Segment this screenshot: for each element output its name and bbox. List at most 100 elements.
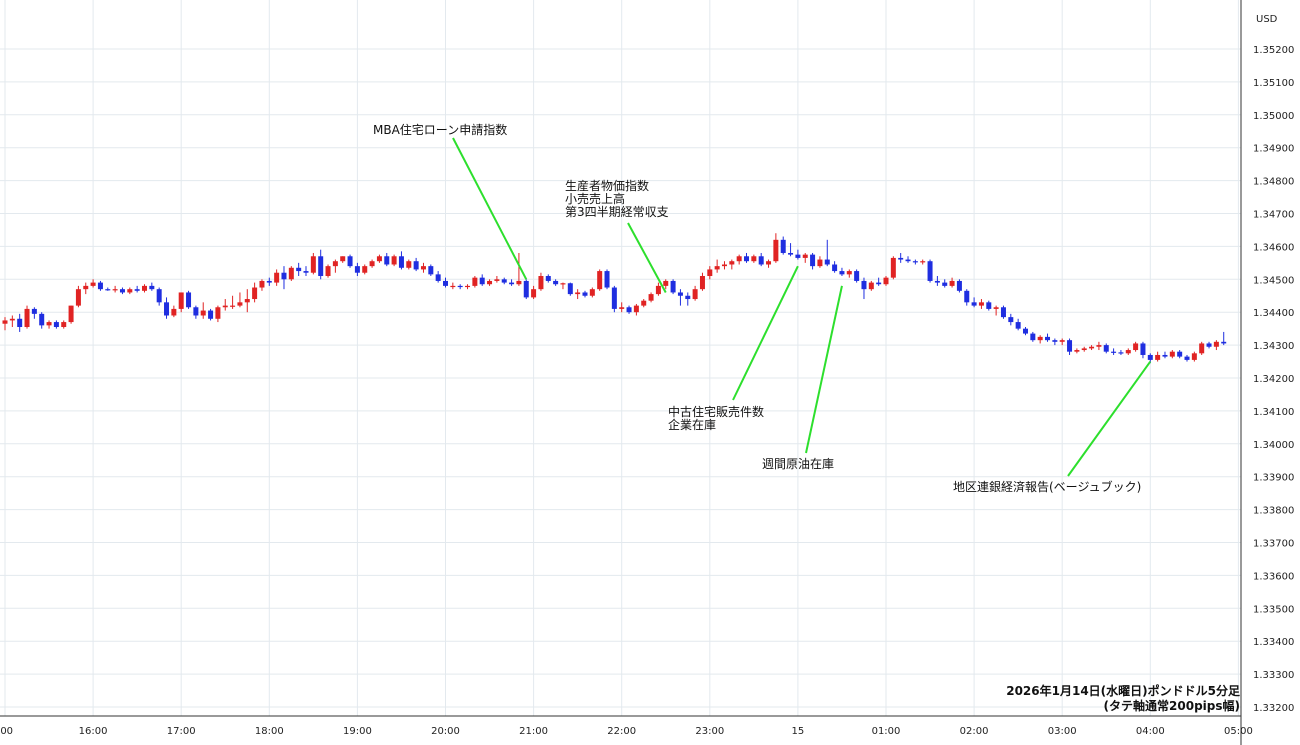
candle-body <box>567 283 573 295</box>
candle <box>685 292 691 306</box>
candle <box>347 254 353 268</box>
candle-body <box>575 292 581 295</box>
candle <box>890 256 896 280</box>
candle-body <box>200 310 206 316</box>
candle-body <box>655 285 661 295</box>
candle-body <box>685 295 691 300</box>
candle <box>1206 341 1212 349</box>
candle-body <box>428 266 434 275</box>
x-tick-label: 20:00 <box>431 726 460 737</box>
candle <box>1184 354 1190 362</box>
candle-body <box>1096 345 1102 347</box>
candle-body <box>641 300 647 306</box>
candle-body <box>105 289 111 291</box>
candle <box>398 251 404 270</box>
candle-body <box>626 307 632 313</box>
candle-body <box>1111 351 1117 353</box>
candle-body <box>465 285 471 288</box>
candle <box>171 305 177 318</box>
candle-body <box>633 305 639 313</box>
candle-body <box>978 302 984 306</box>
candle <box>362 264 368 275</box>
candle <box>369 259 375 268</box>
candle-body <box>31 308 37 314</box>
candle <box>420 262 426 273</box>
x-tick-label: 02:00 <box>960 726 989 737</box>
candle <box>494 276 500 283</box>
candle-body <box>9 318 15 321</box>
candle <box>626 305 632 314</box>
candle-body <box>714 266 720 270</box>
candle-body <box>788 252 794 255</box>
candle <box>611 285 617 313</box>
candle <box>465 284 471 290</box>
candle-body <box>193 307 199 316</box>
y-tick-label: 1.33500 <box>1253 604 1294 615</box>
candle <box>663 279 669 290</box>
candle <box>1045 333 1051 342</box>
annotation-label: 企業在庫 <box>668 417 716 432</box>
candle <box>509 279 515 286</box>
candle <box>1074 348 1080 354</box>
candle-body <box>531 289 537 298</box>
candle <box>1155 351 1161 362</box>
candle-body <box>443 280 448 286</box>
candle <box>149 282 155 291</box>
y-tick-label: 1.34900 <box>1253 144 1294 155</box>
y-tick-label: 1.34500 <box>1253 275 1294 286</box>
candle <box>178 292 184 313</box>
candle-body <box>141 285 147 291</box>
candle-body <box>597 271 603 290</box>
candle-body <box>1045 336 1051 341</box>
candle <box>354 262 360 277</box>
candle-body <box>1037 336 1043 341</box>
candle-body <box>560 283 566 285</box>
candle <box>766 259 772 268</box>
y-tick-label: 1.34600 <box>1253 242 1294 253</box>
candle <box>934 276 940 286</box>
candle-body <box>354 266 360 273</box>
candle-body <box>1206 343 1212 347</box>
annotation-label: 小売売上高 <box>565 191 625 206</box>
candle <box>1052 338 1058 346</box>
candle-body <box>266 280 272 283</box>
candle-body <box>1199 343 1205 354</box>
candle-body <box>1022 328 1028 334</box>
y-tick-label: 1.34800 <box>1253 177 1294 188</box>
candle <box>472 276 478 288</box>
y-tick-label: 1.33700 <box>1253 539 1294 550</box>
x-tick-label: 04:00 <box>1136 726 1165 737</box>
candle <box>450 282 456 290</box>
candle <box>560 282 566 290</box>
candle-body <box>450 285 456 288</box>
annotation-label: 生産者物価指数 <box>565 178 649 193</box>
candle-body <box>802 254 808 258</box>
candle <box>281 266 287 290</box>
candle <box>538 272 544 291</box>
candle <box>1089 345 1095 351</box>
candle <box>53 320 59 329</box>
candle <box>744 252 750 263</box>
candle-body <box>1067 340 1073 352</box>
candle-body <box>332 261 338 267</box>
candle-body <box>971 302 977 306</box>
candle-body <box>1015 322 1021 329</box>
candle <box>391 254 397 267</box>
candle <box>729 259 735 270</box>
candle-body <box>340 256 346 262</box>
candle-body <box>604 271 610 288</box>
candle <box>435 271 441 283</box>
candle-body <box>854 271 860 281</box>
candle <box>1162 351 1168 359</box>
x-tick-label: 16:00 <box>79 726 108 737</box>
candle <box>956 279 962 293</box>
x-tick-label: 03:00 <box>1048 726 1077 737</box>
candle-body <box>912 261 918 263</box>
x-tick-label: :00 <box>0 726 13 737</box>
currency-label: USD <box>1256 14 1278 25</box>
candle-body <box>538 276 544 290</box>
candle-body <box>619 307 625 309</box>
candle-body <box>934 280 940 283</box>
candle <box>692 285 698 301</box>
candle <box>832 261 838 273</box>
